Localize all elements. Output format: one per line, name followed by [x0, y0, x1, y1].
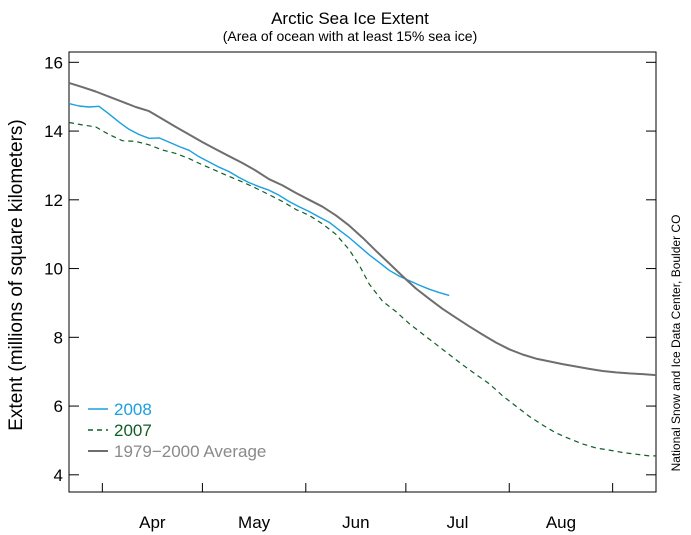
y-axis-label: Extent (millions of square kilometers)	[6, 119, 27, 431]
y-tick-label: 14	[44, 122, 63, 141]
x-tick-label: Apr	[139, 513, 166, 532]
legend-label: 1979−2000 Average	[114, 442, 266, 461]
credit-text: National Snow and Ice Data Center, Bould…	[669, 215, 683, 472]
y-tick-label: 12	[44, 191, 63, 210]
y-tick-label: 8	[54, 328, 63, 347]
ticks-layer: 4 6 8 10 12 14 16 Apr May Jun Jul Aug	[44, 53, 656, 532]
plot-frame	[68, 51, 657, 493]
x-tick-label: Jun	[342, 513, 369, 532]
x-tick-label: Jul	[447, 513, 469, 532]
series-line	[68, 121, 656, 457]
legend-label: 2008	[114, 400, 152, 419]
legend: 2008 2007 1979−2000 Average	[88, 400, 266, 461]
legend-label: 2007	[114, 421, 152, 440]
series-line	[68, 102, 450, 297]
y-tick-label: 6	[54, 397, 63, 416]
chart-title: Arctic Sea Ice Extent	[271, 9, 429, 28]
x-tick-label: Aug	[546, 513, 576, 532]
x-tick-label: May	[238, 513, 271, 532]
series-layer	[68, 81, 657, 457]
y-tick-label: 10	[44, 260, 63, 279]
y-tick-label: 16	[44, 53, 63, 72]
chart-subtitle: (Area of ocean with at least 15% sea ice…	[223, 28, 477, 44]
y-tick-label: 4	[54, 466, 63, 485]
series-line	[68, 81, 657, 377]
